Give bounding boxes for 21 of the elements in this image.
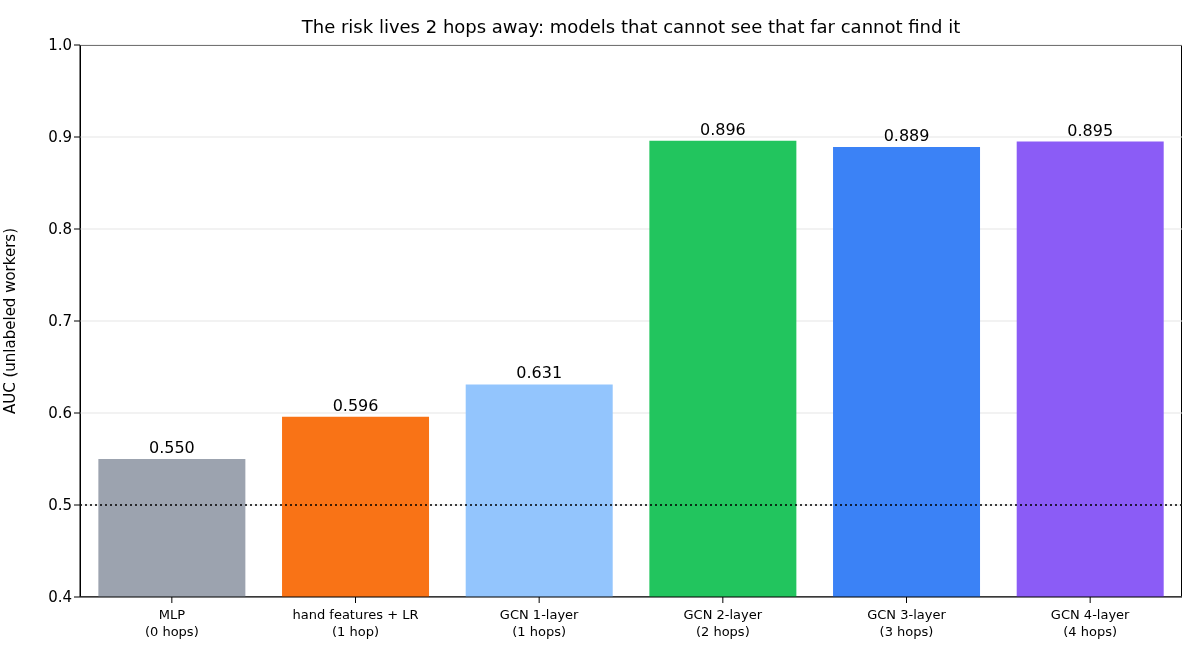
data-label: 0.895 xyxy=(1067,120,1114,140)
y-tick-label: 0.9 xyxy=(48,128,72,147)
x-tick-label: hand features + LR (1 hop) xyxy=(292,607,419,639)
y-tick-label: 0.4 xyxy=(48,588,72,607)
y-axis-title: AUC (unlabeled workers) xyxy=(1,228,20,414)
x-tick-label: MLP (0 hops) xyxy=(144,607,199,639)
data-label: 0.631 xyxy=(516,363,563,383)
data-label: 0.896 xyxy=(699,119,746,139)
y-tick-label: 0.5 xyxy=(48,496,72,515)
x-tick-label: GCN 1-layer (1 hops) xyxy=(499,607,580,639)
y-tick-label: 1.0 xyxy=(48,36,72,55)
data-label: 0.550 xyxy=(148,438,195,457)
x-tick-label: GCN 3-layer (3 hops) xyxy=(867,607,947,639)
x-tick-label: GCN 2-layer (2 hops) xyxy=(683,607,763,639)
y-tick-label: 0.8 xyxy=(48,220,72,239)
y-tick-label: 0.6 xyxy=(48,404,72,423)
x-tick-label: GCN 4-layer (4 hops) xyxy=(1050,607,1131,639)
data-label: 0.889 xyxy=(883,126,930,146)
y-tick-label: 0.7 xyxy=(48,312,72,331)
data-label: 0.596 xyxy=(332,395,379,415)
chart-title: The risk lives 2 hops away: models that cannot see that far cannot find it xyxy=(300,16,962,37)
